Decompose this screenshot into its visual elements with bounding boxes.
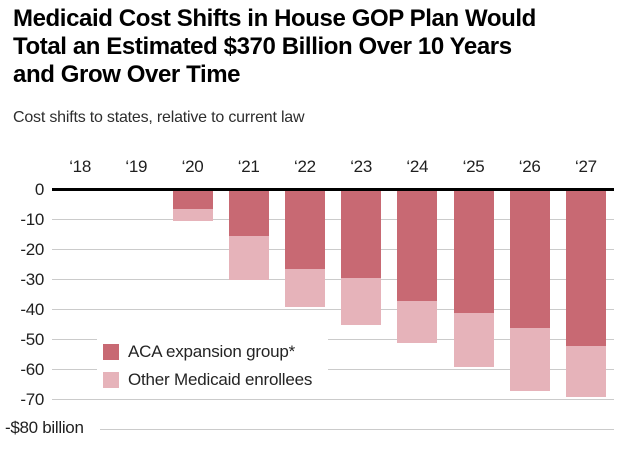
legend-row: Other Medicaid enrollees [103, 369, 313, 389]
legend-swatch [103, 371, 119, 388]
y-axis-tick-label: -30 [20, 269, 44, 289]
x-axis-label: ‘24 [406, 157, 429, 176]
x-axis-label: ‘19 [125, 157, 148, 176]
x-axis-label: ‘18 [69, 157, 91, 176]
gridline [52, 309, 614, 310]
bar-segment-aca-expansion [284, 189, 325, 269]
bar-segment-other-enrollees [172, 209, 213, 221]
bar-segment-aca-expansion [397, 189, 438, 301]
title-line: and Grow Over Time [13, 61, 241, 88]
gridline [52, 369, 614, 370]
bar-segment-other-enrollees [397, 300, 438, 343]
bar-segment-aca-expansion [509, 189, 550, 328]
y-axis-tick-label: -20 [20, 239, 44, 259]
bar-segment-other-enrollees [341, 278, 382, 325]
bar-segment-other-enrollees [453, 312, 494, 367]
gridline [52, 219, 614, 220]
y-axis-tick-label: -50 [20, 329, 44, 349]
legend-label: Other Medicaid enrollees [128, 369, 313, 389]
bar-segment-aca-expansion [341, 189, 382, 278]
gridline [52, 339, 614, 340]
bar-segment-aca-expansion [172, 189, 213, 209]
x-axis-label: ‘20 [181, 157, 204, 176]
chart-title: Medicaid Cost Shifts in House GOP Plan W… [13, 5, 619, 89]
bar-segment-aca-expansion [565, 189, 606, 346]
x-axis-label: ‘22 [293, 157, 316, 176]
x-axis-label: ‘21 [237, 157, 260, 176]
zero-axis-line [52, 188, 614, 191]
legend-label: ACA expansion group* [128, 341, 296, 361]
bar-segment-aca-expansion [453, 189, 494, 313]
gridline [52, 249, 614, 250]
y-axis-tick-label: -40 [20, 299, 44, 319]
bar-segment-other-enrollees [228, 236, 269, 280]
bar-segment-aca-expansion [228, 189, 269, 236]
y-axis-tick-label: 0 [34, 179, 44, 199]
legend-swatch [103, 343, 119, 360]
legend: ACA expansion group* Other Medicaid enrol… [97, 336, 329, 396]
x-axis-label: ‘26 [518, 157, 541, 176]
y-axis-tick-label: -70 [20, 389, 44, 409]
x-axis-label: ‘27 [574, 157, 597, 176]
chart-subtitle: Cost shifts to states, relative to curre… [13, 109, 305, 126]
bar-segment-other-enrollees [284, 269, 325, 307]
gridline [52, 279, 614, 280]
title-line: Medicaid Cost Shifts in House GOP Plan W… [13, 5, 536, 32]
legend-row: ACA expansion group* [103, 341, 312, 361]
gridline [100, 429, 614, 430]
title-line: Total an Estimated $370 Billion Over 10 … [13, 33, 512, 60]
bar-segment-other-enrollees [509, 327, 550, 391]
bottom-axis-label: -$80 billion [5, 417, 84, 437]
x-axis-label: ‘23 [350, 157, 372, 176]
gridline [52, 399, 614, 400]
x-axis-label: ‘25 [462, 157, 485, 176]
bar-segment-other-enrollees [565, 345, 606, 397]
y-axis-tick-label: -10 [20, 209, 44, 229]
y-axis-tick-label: -60 [20, 359, 44, 379]
